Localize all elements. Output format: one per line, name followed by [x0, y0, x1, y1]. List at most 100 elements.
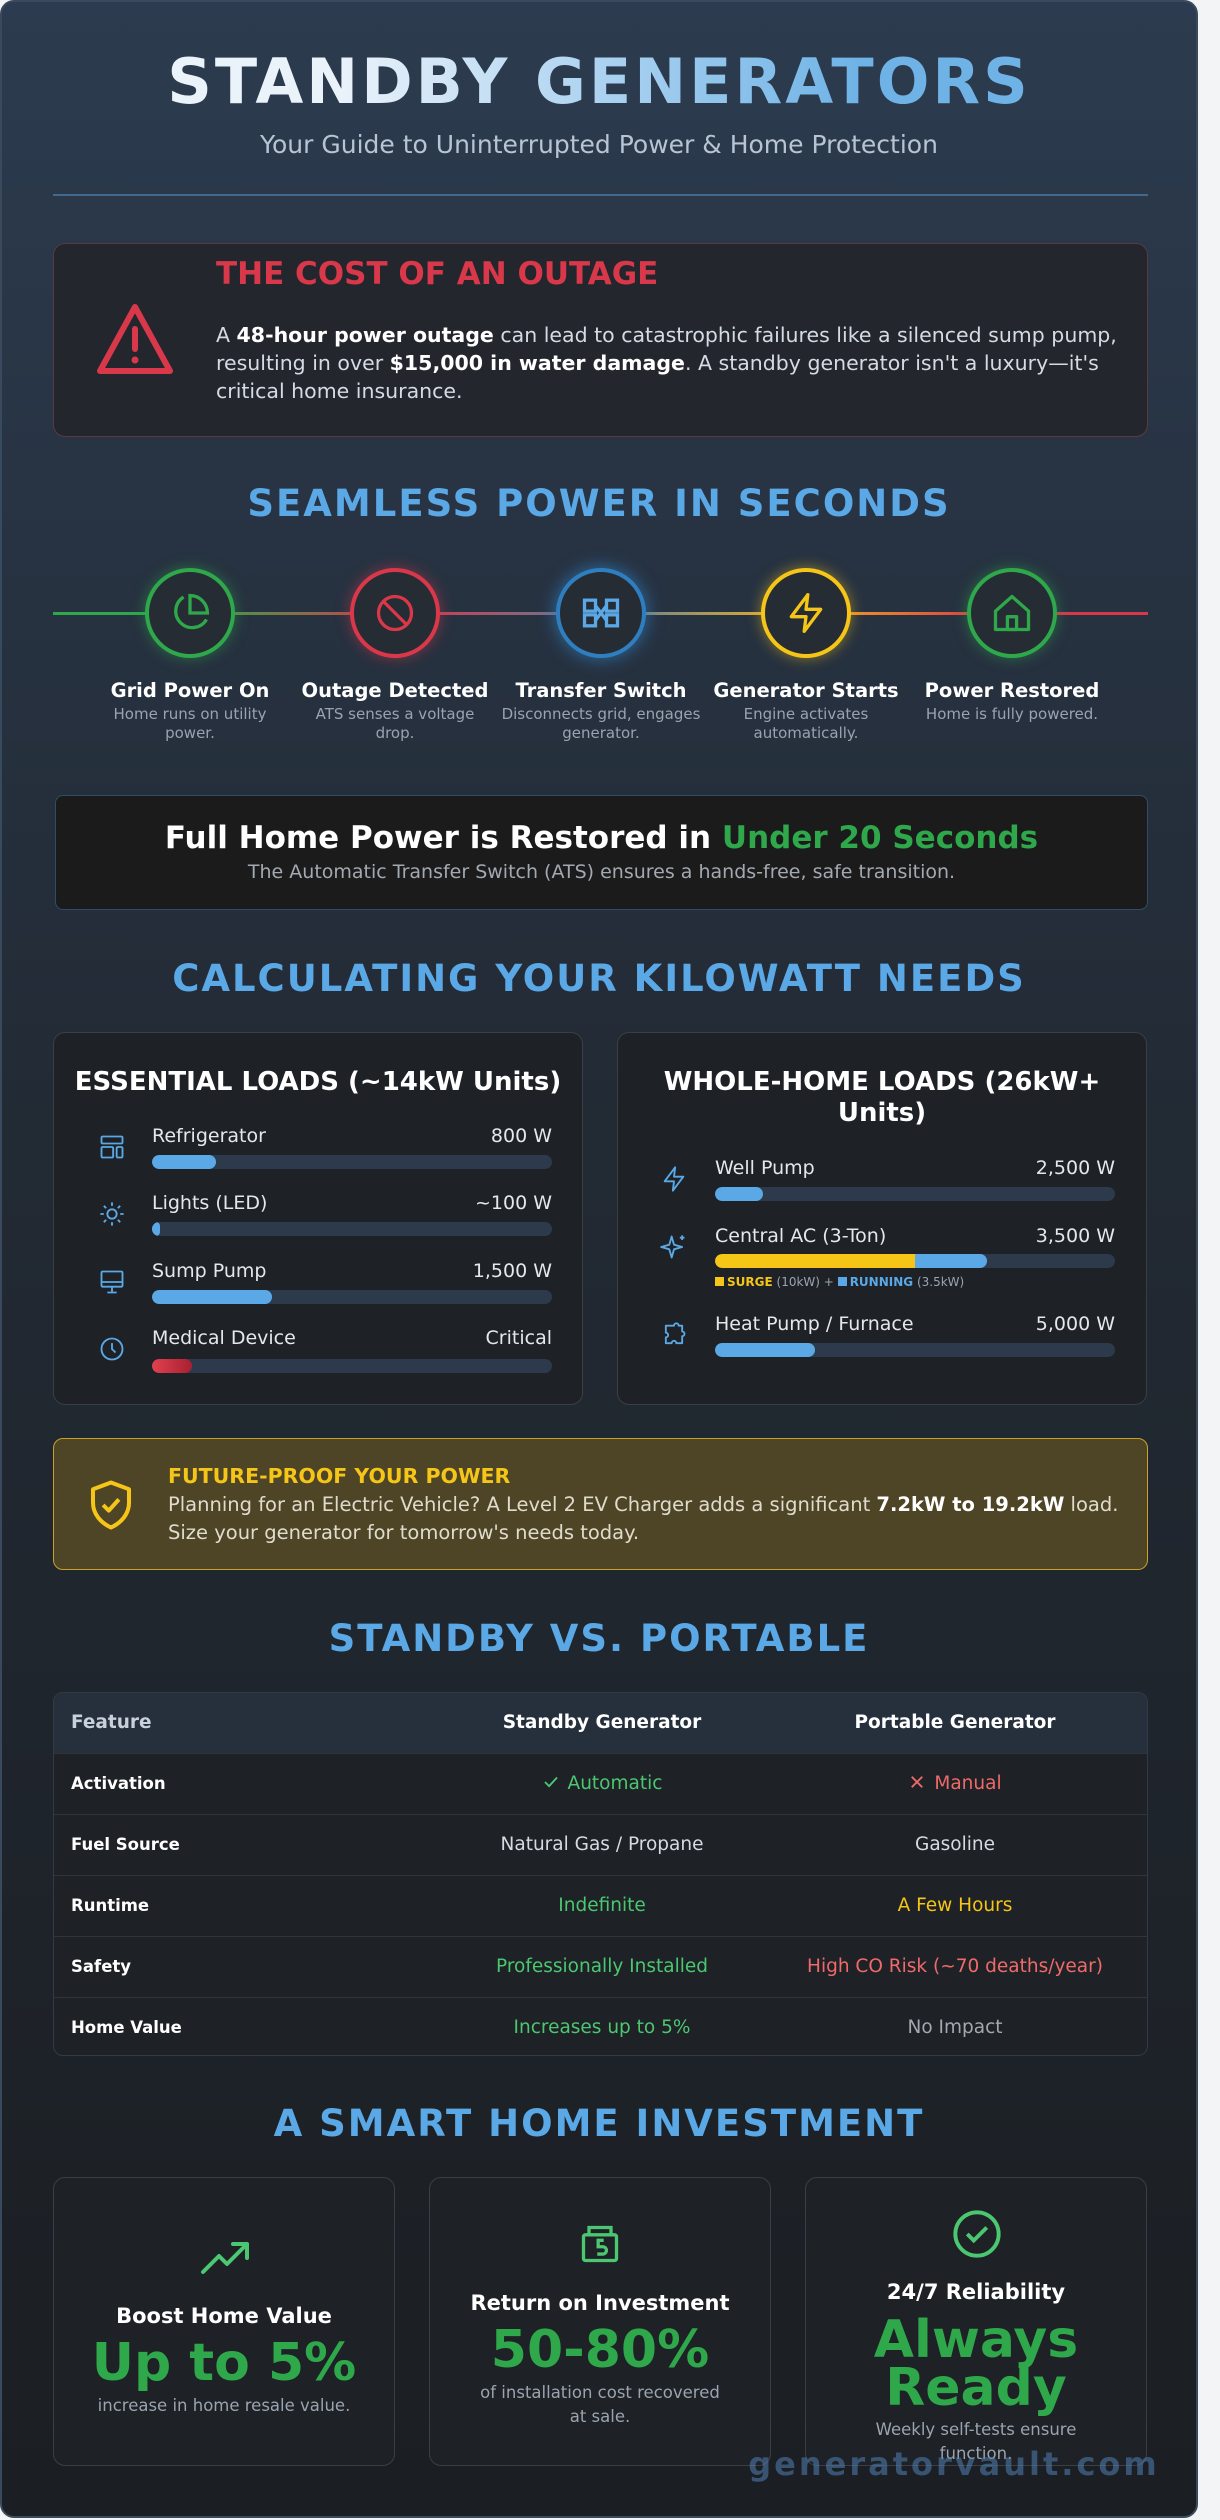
bar-track: [152, 1359, 552, 1373]
table-row: Home Value Increases up to 5% No Impact: [54, 1997, 1147, 2055]
load-value: 2,500 W: [1035, 1157, 1115, 1179]
icon-shape: [660, 1235, 684, 1259]
load-value: 800 W: [490, 1125, 552, 1147]
load-value: 5,000 W: [1035, 1313, 1115, 1335]
text: Under 20 Seconds: [721, 820, 1039, 856]
subtitle: Your Guide to Uninterrupted Power & Home…: [260, 130, 938, 159]
card-caption: of installation cost recovered at sale.: [480, 2383, 720, 2426]
watermark: generatorvault.com: [748, 2445, 1160, 2483]
restore-note: The Automatic Transfer Switch (ATS) ensu…: [247, 861, 956, 883]
table-row: Runtime Indefinite A Few Hours: [54, 1875, 1147, 1937]
whole-home-card: WHOLE-HOME LOADS (26kW+ Units) Well Pump…: [617, 1032, 1147, 1405]
essential-card: ESSENTIAL LOADS (~14kW Units) Refrigerat…: [53, 1032, 583, 1405]
bar-legend: SURGE (10kW) + RUNNING (3.5kW): [715, 1274, 964, 1290]
icon-shape: [604, 598, 620, 613]
text: can lead to catastrophic failures like a…: [216, 323, 1117, 375]
load-bar: [152, 1290, 272, 1304]
text: A Few Hours: [897, 1895, 1013, 1916]
money-icon: [581, 2225, 619, 2263]
load-name: Central AC (3-Ton): [715, 1225, 887, 1247]
table-row: Fuel Source Natural Gas / Propane Gasoli…: [54, 1814, 1147, 1876]
icon-shape: [131, 356, 139, 364]
load-value: 3,500 W: [1035, 1225, 1115, 1247]
text: $15,000 in water damage: [389, 351, 685, 375]
text: Gasoline: [914, 1834, 996, 1855]
ev-box: FUTURE-PROOF YOUR POWER Planning for an …: [53, 1438, 1148, 1570]
load-name: Lights (LED): [152, 1192, 268, 1214]
element: [993, 594, 1031, 632]
icon-shape: [679, 1235, 685, 1240]
text: Runtime: [71, 1896, 150, 1915]
icon-shape: [663, 1166, 685, 1192]
text: . A standby generator isn't a luxury—it'…: [216, 351, 1099, 403]
table-cell: Automatic: [452, 1754, 752, 1814]
check-icon: [953, 2210, 1001, 2258]
alert-box: THE COST OF AN OUTAGE A 48-hour power ou…: [53, 243, 1148, 437]
text: 7.2kW to 19.2kW: [876, 1493, 1065, 1516]
text: +: [823, 1275, 834, 1289]
warning-icon: [97, 304, 173, 374]
text: Automatic: [567, 1773, 663, 1794]
surge-bar: [715, 1254, 915, 1268]
text: Indefinite: [558, 1895, 646, 1916]
bar-track: [715, 1187, 1115, 1201]
step-title: Outage Detected: [301, 679, 489, 702]
running-bar: [915, 1254, 987, 1268]
step-title: Generator Starts: [713, 679, 899, 702]
load-icon: [100, 1202, 124, 1226]
icon-shape: [100, 1202, 124, 1226]
load-name: Well Pump: [715, 1157, 815, 1179]
bar-track: [715, 1343, 1115, 1357]
icon-shape: [965, 2226, 989, 2244]
step-title: Grid Power On: [110, 679, 270, 702]
table-row: Activation Automatic Manual: [54, 1753, 1147, 1815]
text: Full Home Power is Restored in: [164, 820, 722, 856]
text: Fuel Source: [71, 1835, 180, 1854]
icon-shape: [174, 595, 208, 630]
icon-shape: [115, 1146, 124, 1159]
section-heading: CALCULATING YOUR KILOWATT NEEDS: [172, 957, 1026, 1000]
load-value: ~100 W: [474, 1192, 552, 1214]
bar-track: [152, 1155, 552, 1169]
step-icon: [556, 568, 646, 658]
element: [715, 1277, 724, 1286]
text: Activation: [71, 1774, 166, 1793]
text: Natural Gas / Propane: [500, 1834, 704, 1855]
load-icon: [100, 1337, 124, 1361]
header-cell: Feature: [71, 1712, 152, 1733]
section-heading: SEAMLESS POWER IN SECONDS: [247, 482, 951, 525]
text: SURGE: [727, 1275, 773, 1289]
text: (3.5kW): [916, 1275, 965, 1289]
divider: [53, 194, 1148, 196]
load-name: Medical Device: [152, 1327, 296, 1349]
card-value: Up to 5%: [91, 2333, 357, 2393]
icon-shape: [106, 1208, 118, 1220]
card-caption: increase in home resale value.: [97, 2396, 351, 2415]
bar-track: [715, 1254, 1115, 1268]
card-caption: Weekly self-tests ensure function.: [875, 2420, 1077, 2463]
icon-shape: [993, 594, 1031, 632]
text: Professionally Installed: [496, 1956, 708, 1977]
icon-shape: [594, 604, 608, 622]
element: [837, 1277, 847, 1286]
icon-shape: [188, 593, 210, 615]
step-icon: [967, 568, 1057, 658]
icon-shape: [596, 2238, 609, 2256]
trend-icon: [201, 2242, 249, 2274]
alert-heading: THE COST OF AN OUTAGE: [216, 256, 659, 292]
header-cell: Standby Generator: [502, 1712, 702, 1733]
element: [789, 593, 823, 633]
load-value: Critical: [485, 1327, 552, 1349]
title-text: STANDBY GENERATORS: [167, 45, 1031, 118]
icon-shape: [789, 593, 823, 633]
table-row: Safety Professionally Installed High CO …: [54, 1936, 1147, 1998]
title: STANDBY GENERATORS: [2, 45, 1196, 119]
step-desc: ATS senses a voltage drop.: [315, 705, 475, 742]
icon-shape: [101, 1498, 121, 1513]
text: 48-hour power outage: [236, 323, 494, 347]
header-cell: Portable Generator: [854, 1712, 1056, 1733]
shield-icon: [90, 1480, 132, 1530]
text: (10kW): [776, 1275, 820, 1289]
step-icon: [145, 568, 235, 658]
